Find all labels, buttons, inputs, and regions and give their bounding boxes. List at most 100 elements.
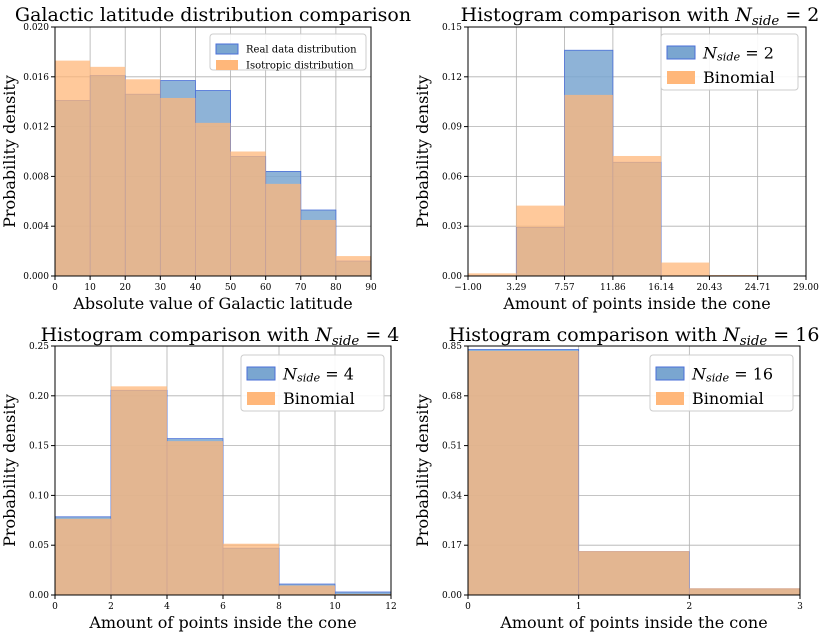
x-tick-label: 10 bbox=[329, 602, 341, 612]
x-tick-label: 3 bbox=[797, 602, 803, 612]
y-tick-label: 0.20 bbox=[29, 392, 49, 402]
model-bar-1 bbox=[55, 60, 91, 276]
legend-swatch-data bbox=[655, 366, 685, 381]
model-bar-5 bbox=[279, 585, 335, 595]
legend: Nside = 4 Binomial bbox=[240, 354, 385, 412]
legend-swatch-data bbox=[215, 43, 239, 55]
x-tick-label: 30 bbox=[155, 283, 167, 293]
x-tick-label: 80 bbox=[330, 283, 342, 293]
x-tick-label: 11.86 bbox=[600, 283, 626, 293]
model-bar-1 bbox=[468, 273, 517, 276]
model-bar-2 bbox=[516, 205, 565, 276]
y-tick-label: 0.15 bbox=[29, 442, 49, 452]
y-axis-label: Probability density bbox=[413, 394, 432, 547]
x-tick-label: 16.14 bbox=[648, 283, 674, 293]
y-tick-label: 0.020 bbox=[23, 23, 49, 33]
legend-label-model: Isotropic distribution bbox=[246, 61, 354, 72]
x-tick-label: 50 bbox=[225, 283, 237, 293]
y-axis-label: Probability density bbox=[413, 75, 432, 228]
x-tick-label: 2 bbox=[686, 602, 692, 612]
y-tick-label: 0.000 bbox=[23, 272, 49, 282]
legend-box bbox=[649, 354, 794, 412]
model-bar-6 bbox=[230, 151, 266, 276]
y-tick-label: 0.008 bbox=[23, 172, 49, 182]
y-tick-label: 0.00 bbox=[29, 591, 49, 601]
y-tick-label: 0.34 bbox=[442, 491, 462, 501]
x-tick-label: 60 bbox=[260, 283, 272, 293]
legend-label-data: Nside = 16 bbox=[691, 364, 773, 385]
legend-box bbox=[240, 354, 385, 412]
model-bar-4 bbox=[612, 155, 662, 276]
y-tick-label: 0.012 bbox=[23, 123, 49, 133]
y-axis-label: Probability density bbox=[0, 394, 19, 547]
legend-swatch-data bbox=[246, 366, 276, 381]
chart-title: Histogram comparison with Nside = 16 bbox=[449, 324, 820, 349]
x-axis-label: Amount of points inside the cone bbox=[88, 613, 356, 632]
x-tick-label: 10 bbox=[84, 283, 96, 293]
x-tick-label: 12 bbox=[385, 602, 396, 612]
x-tick-label: 4 bbox=[164, 602, 170, 612]
y-axis-label: Probability density bbox=[0, 75, 19, 228]
chart-title: Galactic latitude distribution compariso… bbox=[15, 4, 411, 26]
x-tick-label: 1 bbox=[576, 602, 582, 612]
y-tick-label: 0.12 bbox=[442, 73, 462, 83]
y-tick-label: 0.51 bbox=[442, 442, 462, 452]
legend-label-model: Binomial bbox=[703, 68, 775, 87]
model-bar-5 bbox=[661, 262, 710, 276]
model-bar-2 bbox=[578, 551, 690, 595]
model-bar-1 bbox=[468, 350, 579, 595]
y-tick-label: 0.25 bbox=[29, 342, 49, 352]
model-bar-3 bbox=[564, 94, 613, 276]
x-tick-label: 6 bbox=[220, 602, 226, 612]
legend-label-data: Nside = 2 bbox=[702, 43, 774, 64]
x-tick-label: 0 bbox=[52, 283, 58, 293]
x-axis-label: Amount of points inside the cone bbox=[499, 613, 767, 632]
legend-swatch-model bbox=[656, 392, 684, 405]
legend-swatch-model bbox=[216, 60, 238, 70]
y-tick-label: 0.05 bbox=[29, 541, 49, 551]
legend-box bbox=[209, 33, 367, 71]
y-tick-label: 0.09 bbox=[442, 123, 462, 133]
legend-label-data: Real data distribution bbox=[246, 45, 357, 56]
model-bar-2 bbox=[111, 386, 167, 595]
model-bar-9 bbox=[335, 256, 371, 276]
y-tick-label: 0.17 bbox=[442, 541, 462, 551]
model-bar-3 bbox=[167, 441, 223, 595]
legend-swatch-model bbox=[247, 392, 275, 405]
legend-label-model: Binomial bbox=[692, 389, 764, 408]
axes-frame bbox=[54, 26, 372, 277]
chart-title: Histogram comparison with Nside = 2 bbox=[461, 4, 820, 29]
chart-panel-1: 0 10 20 30 40 50 60 70 80 90 0.000 0.004 0.008 0.012 0… bbox=[0, 4, 411, 313]
model-bar-1 bbox=[55, 518, 111, 595]
x-tick-label: 0 bbox=[52, 602, 58, 612]
x-tick-label: −1.00 bbox=[454, 283, 482, 293]
y-tick-label: 0.00 bbox=[442, 591, 462, 601]
legend: Nside = 2 Binomial bbox=[660, 33, 799, 91]
model-bar-2 bbox=[90, 66, 126, 276]
model-bar-3 bbox=[125, 79, 161, 276]
legend-label-data: Nside = 4 bbox=[282, 364, 354, 385]
y-tick-label: 0.004 bbox=[23, 222, 49, 232]
legend-swatch-model bbox=[667, 71, 695, 84]
y-tick-label: 0.10 bbox=[29, 491, 49, 501]
model-bar-5 bbox=[195, 122, 231, 277]
y-tick-label: 0.016 bbox=[23, 73, 49, 83]
x-axis-label: Amount of points inside the cone bbox=[502, 294, 770, 313]
legend: Nside = 16 Binomial bbox=[649, 354, 794, 412]
chart-title: Histogram comparison with Nside = 4 bbox=[41, 324, 400, 349]
legend-swatch-data bbox=[666, 45, 696, 60]
model-bar-8 bbox=[300, 219, 336, 276]
x-tick-label: 3.29 bbox=[506, 283, 526, 293]
x-tick-label: 29.00 bbox=[793, 283, 819, 293]
x-tick-label: 90 bbox=[365, 283, 377, 293]
x-tick-label: 40 bbox=[190, 283, 202, 293]
y-tick-label: 0.15 bbox=[442, 23, 462, 33]
y-tick-label: 0.03 bbox=[442, 222, 462, 232]
x-tick-label: 8 bbox=[276, 602, 282, 612]
model-bar-4 bbox=[160, 97, 196, 276]
x-tick-label: 7.57 bbox=[555, 283, 575, 293]
chart-panel-3: 0 2 4 6 8 10 12 0.00 0.05 0.10 0.15 0.20 0.25Histogr… bbox=[0, 324, 399, 632]
axes-frame bbox=[467, 345, 801, 596]
